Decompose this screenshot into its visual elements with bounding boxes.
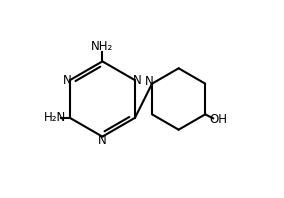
Text: H₂N: H₂N bbox=[44, 111, 66, 124]
Text: N: N bbox=[98, 134, 107, 147]
Text: N: N bbox=[133, 74, 142, 87]
Text: NH₂: NH₂ bbox=[91, 40, 114, 53]
Text: N: N bbox=[63, 74, 72, 87]
Text: OH: OH bbox=[210, 113, 228, 126]
Text: N: N bbox=[145, 75, 153, 88]
